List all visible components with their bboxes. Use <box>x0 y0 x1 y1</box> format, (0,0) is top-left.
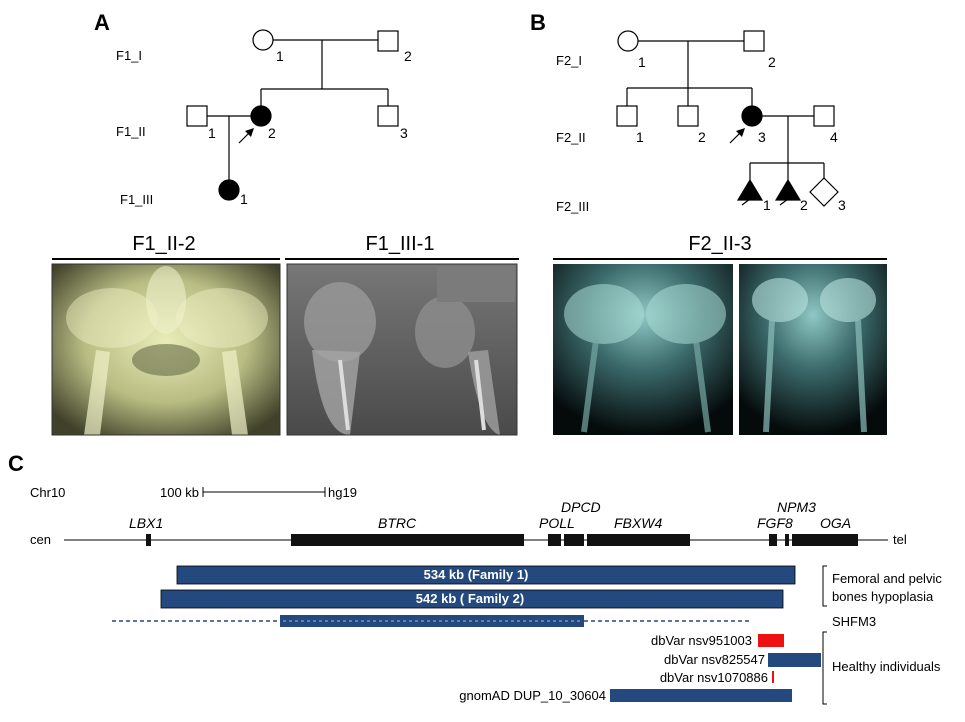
svg-text:LBX1: LBX1 <box>129 515 163 531</box>
svg-text:4: 4 <box>830 129 838 145</box>
gene-fbxw4 <box>587 534 690 546</box>
gene-oga <box>792 534 858 546</box>
photo-title-f1-iii1: F1_III-1 <box>366 233 435 255</box>
phenotype-label-2: bones hypoplasia <box>832 589 934 604</box>
f1-ii2-affected-female <box>250 105 272 127</box>
svg-text:1: 1 <box>240 191 248 207</box>
panel-letter-b: B <box>530 10 546 35</box>
svg-text:3: 3 <box>838 197 846 213</box>
f2-ii4-male <box>813 105 835 127</box>
shfm3-core-region <box>280 615 584 627</box>
gene-npm3 <box>785 534 789 546</box>
xray-f2-ii3-b <box>739 264 887 435</box>
svg-text:2: 2 <box>800 197 808 213</box>
family1-labels: F1_I F1_II F1_III 1 2 1 2 3 1 <box>116 48 412 207</box>
svg-text:1: 1 <box>638 54 646 70</box>
svg-text:F2_I: F2_I <box>556 53 582 68</box>
f2-ii1-male <box>616 105 638 127</box>
xray-f2-ii3-a <box>553 264 733 435</box>
telomere-label: tel <box>893 532 907 547</box>
f2-i2-male <box>743 30 765 52</box>
svg-text:gnomAD DUP_10_30604: gnomAD DUP_10_30604 <box>459 688 606 703</box>
cnv-tracks: 534 kb (Family 1) 542 kb ( Family 2) <box>112 565 821 702</box>
svg-text:2: 2 <box>768 54 776 70</box>
svg-text:dbVar nsv951003: dbVar nsv951003 <box>651 633 752 648</box>
f1-i1-female <box>252 29 274 51</box>
svg-text:1: 1 <box>208 125 216 141</box>
f2-iii2-affected-pregnancy <box>774 178 802 201</box>
svg-text:1: 1 <box>763 197 771 213</box>
photo-title-f1-ii2: F1_II-2 <box>132 233 195 255</box>
svg-text:3: 3 <box>758 129 766 145</box>
svg-text:2: 2 <box>268 125 276 141</box>
variant-labels: dbVar nsv951003 dbVar nsv825547 dbVar ns… <box>459 633 768 703</box>
healthy-individuals-label: Healthy individuals <box>832 659 941 674</box>
svg-text:POLL: POLL <box>539 515 575 531</box>
svg-text:FGF8: FGF8 <box>757 515 793 531</box>
svg-text:2: 2 <box>698 129 706 145</box>
family1-bar-label: 534 kb (Family 1) <box>424 567 529 582</box>
annotation-brackets <box>822 565 827 705</box>
shfm3-label: SHFM3 <box>832 614 876 629</box>
xray-f1-iii1 <box>286 263 518 436</box>
chromosome-label: Chr10 <box>30 485 65 500</box>
svg-text:dbVar nsv825547: dbVar nsv825547 <box>664 652 765 667</box>
panel-letter-c: C <box>8 451 24 476</box>
svg-text:F1_III: F1_III <box>120 192 153 207</box>
svg-text:2: 2 <box>404 48 412 64</box>
gene-dpcd <box>564 534 584 546</box>
svg-text:F2_II: F2_II <box>556 130 586 145</box>
svg-text:FBXW4: FBXW4 <box>614 515 662 531</box>
f2-iii3-unknown-sex <box>809 177 839 207</box>
variant-gnomad-bar <box>610 689 792 702</box>
f1-iii1-affected-female <box>218 179 240 201</box>
family2-bar-label: 542 kb ( Family 2) <box>416 591 524 606</box>
family1-duplication-bar <box>176 565 796 585</box>
gene-poll <box>548 534 561 546</box>
f1-i2-male <box>377 30 399 52</box>
gene-lbx1 <box>146 534 151 546</box>
family1-pedigree <box>186 29 399 201</box>
f2-iii1-affected-pregnancy <box>736 178 764 201</box>
svg-text:F1_I: F1_I <box>116 48 142 63</box>
svg-text:dbVar nsv1070886: dbVar nsv1070886 <box>660 670 768 685</box>
svg-text:BTRC: BTRC <box>378 515 417 531</box>
f2-ii3-affected-female <box>741 105 763 127</box>
svg-text:3: 3 <box>400 125 408 141</box>
f1-ii1-male <box>186 105 208 127</box>
assembly-label: hg19 <box>328 485 357 500</box>
f1-ii3-male <box>377 105 399 127</box>
photo-title-f2-ii3: F2_II-3 <box>688 233 751 255</box>
svg-text:1: 1 <box>636 129 644 145</box>
family2-pedigree <box>616 30 839 207</box>
xray-f1-ii2 <box>51 263 281 436</box>
svg-text:NPM3: NPM3 <box>777 499 816 515</box>
panel-letter-a: A <box>94 10 110 35</box>
f2-i1-female <box>617 30 639 52</box>
scale-bar <box>202 487 326 497</box>
family2-labels: F2_I F2_II F2_III 1 2 1 2 3 4 1 2 3 <box>556 53 846 214</box>
svg-text:1: 1 <box>276 48 284 64</box>
centromere-label: cen <box>30 532 51 547</box>
svg-text:OGA: OGA <box>820 515 851 531</box>
gene-fgf8 <box>769 534 777 546</box>
family2-duplication-bar <box>160 589 784 609</box>
f2-ii2-male <box>677 105 699 127</box>
variant-nsv1070886-bar <box>772 671 774 683</box>
scale-bar-label: 100 kb <box>160 485 199 500</box>
variant-nsv825547-bar <box>768 653 821 667</box>
phenotype-label-1: Femoral and pelvic <box>832 571 942 586</box>
gene-labels: LBX1 BTRC POLL DPCD FBXW4 FGF8 NPM3 OGA <box>129 499 851 531</box>
gene-btrc <box>291 534 524 546</box>
gene-blocks <box>146 534 858 546</box>
svg-text:DPCD: DPCD <box>561 499 601 515</box>
variant-nsv951003-bar <box>758 634 784 647</box>
svg-text:F2_III: F2_III <box>556 199 589 214</box>
svg-text:F1_II: F1_II <box>116 124 146 139</box>
